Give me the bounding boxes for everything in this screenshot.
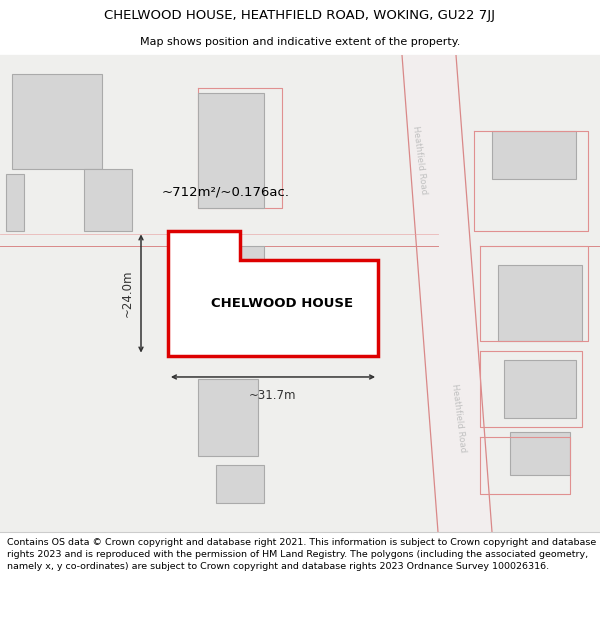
- Bar: [6, 174, 24, 231]
- Bar: [504, 360, 576, 418]
- Bar: [492, 131, 576, 179]
- Text: CHELWOOD HOUSE, HEATHFIELD ROAD, WOKING, GU22 7JJ: CHELWOOD HOUSE, HEATHFIELD ROAD, WOKING,…: [104, 9, 496, 22]
- Polygon shape: [168, 231, 378, 356]
- Text: ~712m²/~0.176ac.: ~712m²/~0.176ac.: [162, 185, 290, 198]
- Text: ~24.0m: ~24.0m: [121, 270, 134, 318]
- Text: Map shows position and indicative extent of the property.: Map shows position and indicative extent…: [140, 37, 460, 47]
- Bar: [498, 265, 582, 341]
- Text: Heathfield Road: Heathfield Road: [412, 125, 428, 195]
- Bar: [510, 432, 570, 475]
- Text: CHELWOOD HOUSE: CHELWOOD HOUSE: [211, 296, 353, 309]
- Bar: [198, 246, 264, 341]
- Text: ~31.7m: ~31.7m: [249, 389, 297, 402]
- Bar: [12, 74, 102, 169]
- Bar: [198, 93, 264, 208]
- Bar: [84, 169, 132, 231]
- Bar: [216, 465, 264, 503]
- Polygon shape: [402, 55, 492, 532]
- Bar: [198, 379, 258, 456]
- Text: Contains OS data © Crown copyright and database right 2021. This information is : Contains OS data © Crown copyright and d…: [7, 538, 596, 571]
- Text: Heathfield Road: Heathfield Road: [451, 382, 467, 452]
